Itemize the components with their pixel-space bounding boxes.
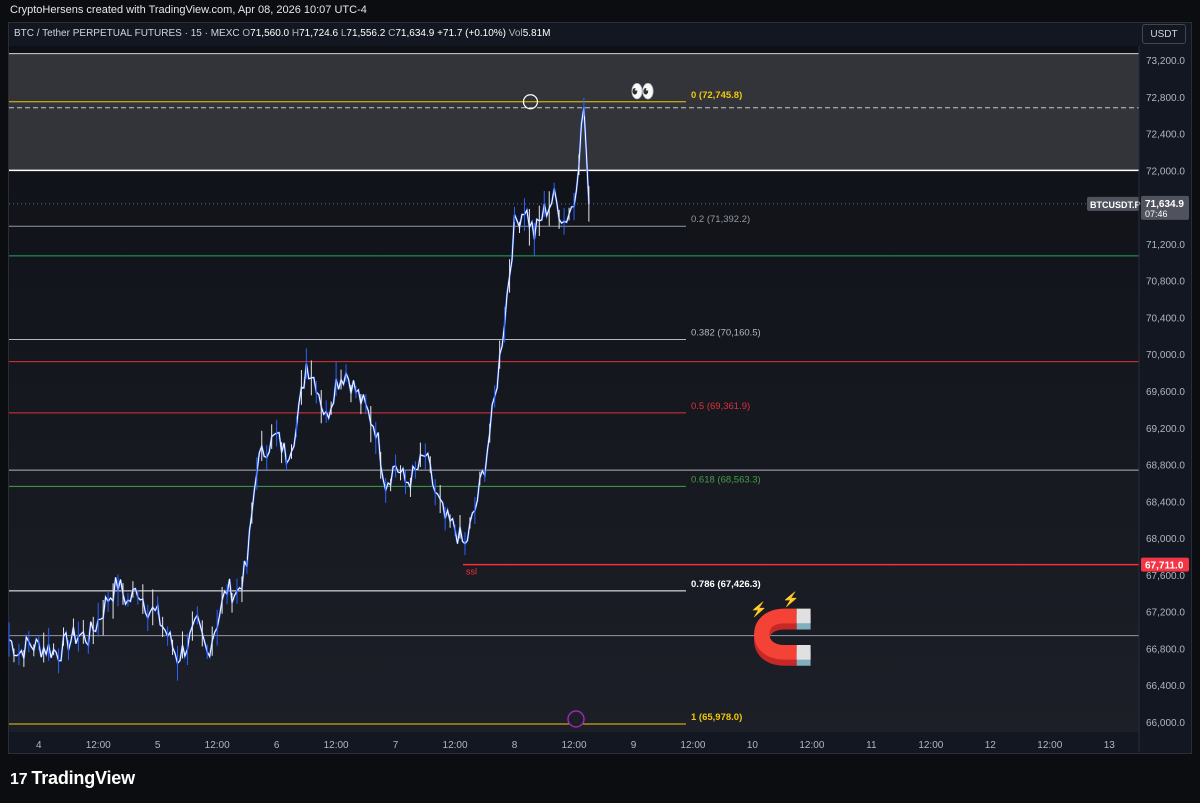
- x-tick-5: 12:00: [324, 740, 349, 751]
- high-value: 71,724.6: [299, 28, 339, 39]
- footer: 17 TradingView: [0, 754, 1200, 803]
- chart-credit: CryptoHersens created with TradingView.c…: [10, 4, 367, 16]
- low-value: 71,556.2: [346, 28, 386, 39]
- fib-label-4: 0.382 (70,160.5): [691, 327, 761, 338]
- x-tick-6: 7: [393, 740, 399, 751]
- y-tick-18: 66,000.0: [1146, 718, 1185, 729]
- y-tick-0: 73,200.0: [1146, 56, 1185, 67]
- y-tick-12: 68,400.0: [1146, 497, 1185, 508]
- y-tick-10: 69,200.0: [1146, 424, 1185, 435]
- x-tick-4: 6: [274, 740, 280, 751]
- y-tick-2: 72,400.0: [1146, 130, 1185, 141]
- y-tick-5: 71,200.0: [1146, 240, 1185, 251]
- price-series: [8, 106, 590, 665]
- ssl-price-tag-bg: [1141, 557, 1189, 572]
- x-tick-16: 12: [985, 740, 997, 751]
- supply-zone: [9, 53, 1139, 171]
- magnet-emoji: 🧲: [750, 609, 815, 667]
- x-tick-3: 12:00: [205, 740, 230, 751]
- x-tick-18: 13: [1104, 740, 1116, 751]
- fib-label-10: 0.786 (67,426.3): [691, 579, 761, 590]
- x-tick-9: 12:00: [561, 740, 586, 751]
- x-tick-14: 11: [866, 740, 877, 751]
- x-tick-12: 10: [747, 740, 759, 751]
- y-tick-1: 72,800.0: [1146, 93, 1185, 104]
- y-tick-16: 66,800.0: [1146, 644, 1185, 655]
- x-tick-0: 4: [36, 740, 42, 751]
- y-tick-8: 70,000.0: [1146, 350, 1185, 361]
- ssl-price-tag: 67,711.0: [1145, 561, 1184, 572]
- x-tick-11: 12:00: [680, 740, 705, 751]
- change-value: +71.7 (+0.10%): [437, 28, 507, 39]
- fib-label-6: 0.5 (69,361.9): [691, 401, 750, 412]
- x-tick-15: 12:00: [918, 740, 943, 751]
- x-tick-1: 12:00: [86, 740, 111, 751]
- y-tick-6: 70,800.0: [1146, 277, 1185, 288]
- y-tick-13: 68,000.0: [1146, 534, 1185, 545]
- symbol-tag: BTCUSDT.P: [1090, 200, 1141, 210]
- top-bar: CryptoHersens created with TradingView.c…: [0, 0, 1200, 22]
- bolt-emoji-left: ⚡: [750, 601, 768, 617]
- logo-mark: 17: [10, 771, 28, 788]
- x-tick-2: 5: [155, 740, 161, 751]
- y-tick-3: 72,000.0: [1146, 166, 1185, 177]
- y-tick-15: 67,200.0: [1146, 608, 1185, 619]
- y-tick-14: 67,600.0: [1146, 571, 1185, 582]
- symbol-tag-bg: [1087, 196, 1139, 211]
- y-tick-11: 68,800.0: [1146, 461, 1185, 472]
- x-tick-17: 12:00: [1037, 740, 1062, 751]
- x-tick-10: 9: [631, 740, 637, 751]
- currency-button[interactable]: USDT: [1142, 24, 1186, 44]
- symbol-legend: BTC / Tether PERPETUAL FUTURES · 15 · ME…: [14, 28, 551, 39]
- close-label: C: [388, 28, 396, 39]
- symbol-name[interactable]: BTC / Tether PERPETUAL FUTURES · 15 · ME…: [14, 28, 240, 39]
- event-icon: [567, 710, 585, 728]
- fib-label-0: 0 (72,745.8): [691, 90, 742, 101]
- close-value: 71,634.9: [395, 28, 435, 39]
- tradingview-logo[interactable]: 17 TradingView: [10, 768, 135, 789]
- y-tick-7: 70,400.0: [1146, 313, 1185, 324]
- vol-value: 5.81M: [522, 28, 551, 39]
- ssl-label: ssl: [466, 567, 477, 577]
- vol-label: Vol: [508, 28, 523, 39]
- high-marker: [522, 94, 539, 110]
- logo-text: TradingView: [31, 768, 135, 788]
- x-tick-7: 12:00: [443, 740, 468, 751]
- y-tick-17: 66,400.0: [1146, 681, 1185, 692]
- current-price-tag: 71,634.9: [1145, 199, 1184, 210]
- fib-label-2: 0.2 (71,392.2): [691, 214, 750, 225]
- fib-label-8: 0.618 (68,563.3): [691, 474, 761, 485]
- x-tick-8: 8: [512, 740, 518, 751]
- fib-label-12: 1 (65,978.0): [691, 712, 742, 723]
- x-tick-13: 12:00: [799, 740, 824, 751]
- current-price-tag-bg: [1141, 195, 1189, 220]
- bolt-emoji-right: ⚡: [782, 591, 800, 607]
- eyes-emoji: 👀: [630, 81, 655, 103]
- high-label: H: [291, 28, 300, 39]
- open-value: 71,560.0: [250, 28, 290, 39]
- y-tick-9: 69,600.0: [1146, 387, 1185, 398]
- countdown-tag: 07:46: [1145, 209, 1168, 219]
- low-label: L: [340, 28, 347, 39]
- open-label: O: [242, 28, 251, 39]
